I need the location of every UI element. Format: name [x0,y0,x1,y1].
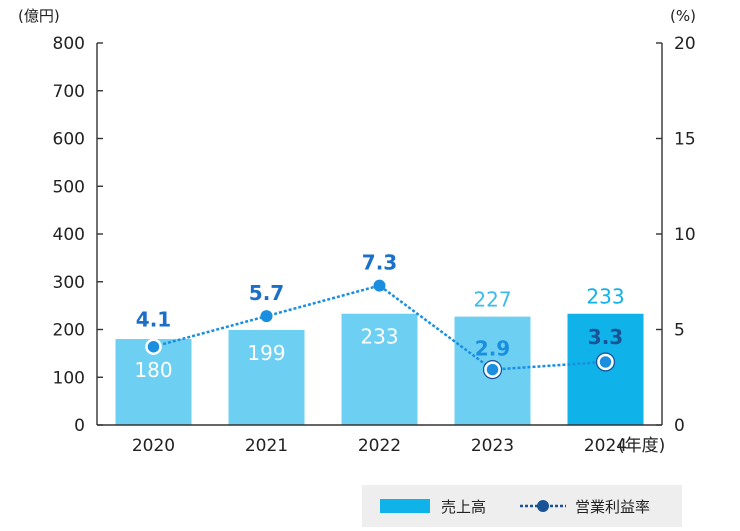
line-value-label: 5.7 [249,281,284,305]
y-left-unit: (億円) [18,7,60,25]
y-right-tick-label: 20 [674,34,696,54]
line-point [373,279,386,292]
y-right-tick-label: 0 [674,416,685,436]
line-point [597,353,614,371]
line-value-label: 3.3 [588,325,623,349]
line-point-ring [595,352,616,372]
legend-line-marker [537,500,549,512]
line-value-label: 2.9 [475,337,510,361]
x-tick-label: 2023 [471,436,514,456]
bar-value-label: 233 [586,285,624,309]
line-point [260,310,273,323]
bar-value-label: 227 [473,288,511,312]
y-left-tick-label: 100 [53,368,85,388]
bar-value-label: 233 [360,325,398,349]
line-point [484,361,501,378]
x-tick-label: 2024 [584,436,627,456]
line-value-label: 7.3 [362,251,397,275]
y-right-axis: (%) 0 5 10 15 20 [656,7,696,436]
bar [228,329,305,425]
y-right-tick-label: 10 [674,225,696,245]
y-left-tick-label: 600 [53,130,85,150]
legend: 売上高 営業利益率 [362,485,682,527]
x-axis: (年度) 2020 2021 2022 2023 2024 [97,424,665,456]
bar-value-label: 180 [134,358,172,382]
x-tick-label: 2020 [132,436,175,456]
x-tick-label: 2021 [245,436,288,456]
y-left-tick-label: 700 [53,82,85,102]
y-left-tick-label: 0 [74,416,85,436]
line-series [145,279,616,380]
legend-line-label: 営業利益率 [575,498,650,516]
legend-bar-swatch [380,499,430,513]
line-point-ring [482,360,503,380]
y-left-tick-label: 400 [53,225,85,245]
line-labels: 4.1 5.7 7.3 2.9 3.3 [136,251,623,361]
y-right-tick-label: 15 [674,130,696,150]
bar-labels: 180 199 233 227 233 [134,285,624,382]
y-right-unit: (%) [670,7,696,25]
y-right-tick-label: 5 [674,321,685,341]
line-path [153,284,606,371]
x-tick-label: 2022 [358,436,401,456]
bar-value-label: 199 [247,341,285,365]
bars [115,313,644,425]
legend-bar-label: 売上高 [441,498,486,516]
y-left-tick-label: 800 [53,34,85,54]
y-left-tick-label: 500 [53,177,85,197]
x-axis-suffix: (年度) [618,436,665,456]
y-left-tick-label: 200 [53,321,85,341]
line-point [145,338,162,355]
line-value-label: 4.1 [136,308,171,332]
bar [341,313,418,425]
y-left-tick-label: 300 [53,273,85,293]
y-left-axis: (億円) 0 100 200 300 400 500 600 700 800 [18,7,103,436]
